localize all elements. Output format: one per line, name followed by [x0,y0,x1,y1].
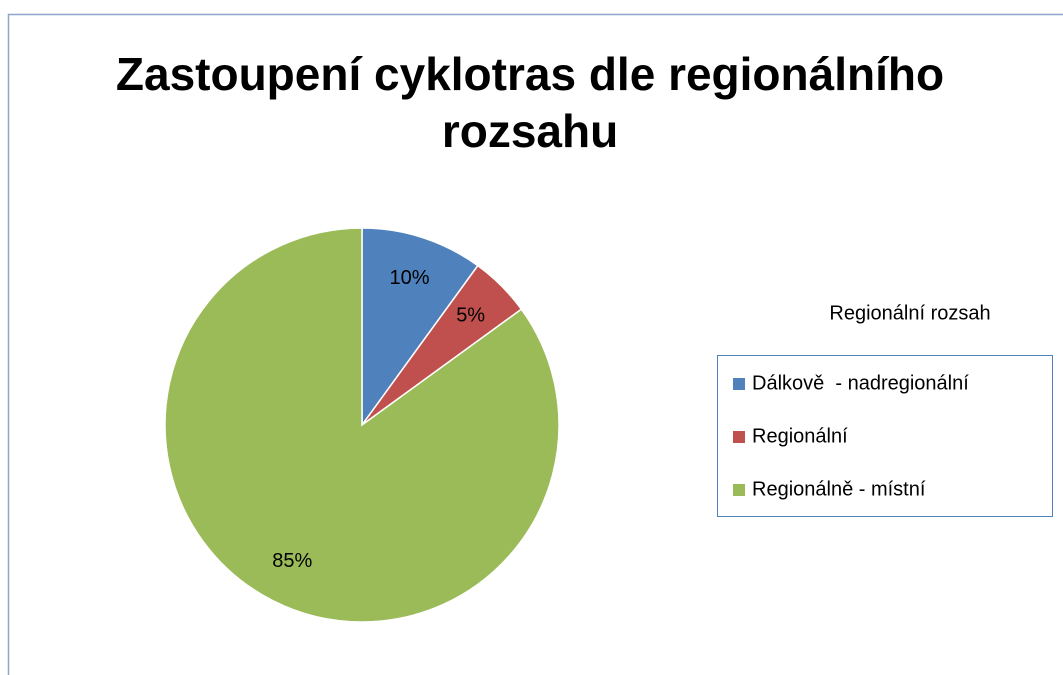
legend-swatch [733,378,745,390]
chart-title: Zastoupení cyklotras dle regionálního roz… [116,48,944,157]
legend-label: Regionální [752,425,848,447]
legend-title: Regionální rozsah [829,302,990,324]
data-label: 5% [456,305,485,327]
chart-title-group: Zastoupení cyklotras dle regionálního roz… [116,48,944,157]
data-label: 10% [389,267,429,289]
pie-slice [361,227,479,428]
pie-slice [164,227,560,623]
legend-swatch [733,484,745,496]
legend-swatch [733,431,745,443]
legend-label: Dálkově - nadregionální [752,372,969,394]
legend-box [717,355,1053,517]
data-label: 85% [272,550,312,572]
legend-label: Regionálně - místní [752,478,926,500]
